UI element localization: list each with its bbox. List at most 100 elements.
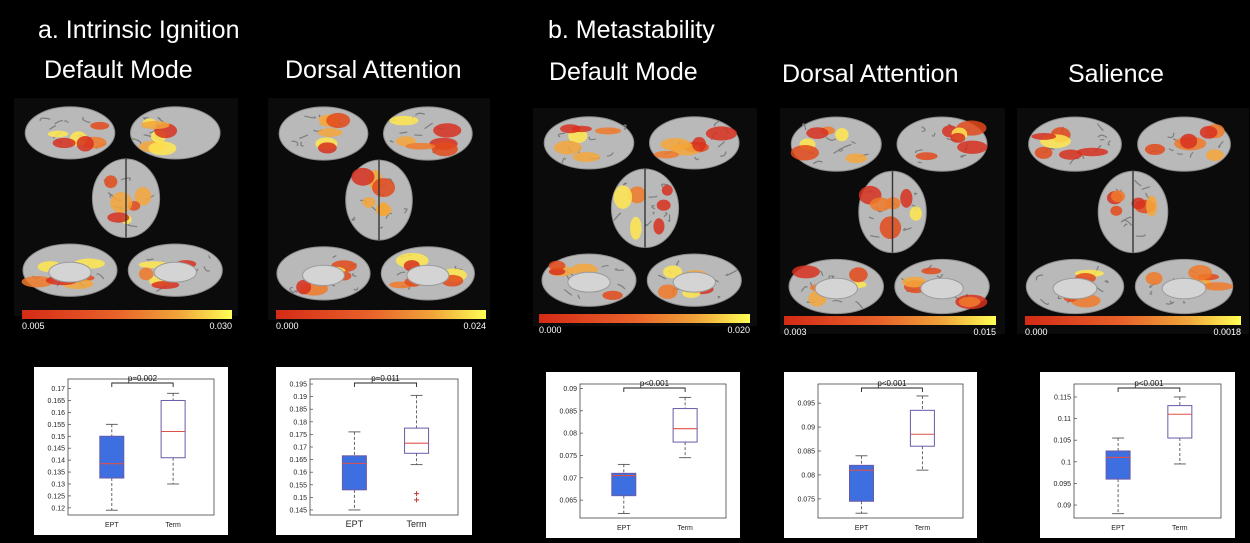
colorbar-max-label: 0.024 [456,321,486,331]
box-ept [612,473,636,495]
section-a-heading: a. Intrinsic Ignition [38,16,240,45]
box-term [673,409,697,443]
panel-title-5: Salience [1068,60,1164,89]
y-tick-label: 0.13 [51,481,65,488]
brain-view [791,117,881,171]
brain-view [130,107,220,159]
colorbar-max-label: 0.020 [720,325,750,335]
brain-view [25,107,115,159]
brain-view [859,171,927,252]
boxplot-panel: 0.12 0.125 0.13 0.135 0.14 0.145 0.15 0.155 0.16… [34,367,228,535]
brain-view [611,169,678,247]
x-category-label: Term [165,522,181,529]
x-category-label: Term [915,525,931,532]
y-tick-label: 0.11 [1058,416,1071,423]
y-tick-label: 0.16 [51,410,65,417]
brain-view [897,117,987,171]
y-tick-label: 0.065 [559,498,577,505]
y-tick-label: 0.135 [47,470,65,477]
x-category-label: EPT [346,519,364,529]
y-tick-label: 0.165 [289,457,307,464]
p-value-label: p=0.002 [128,374,158,383]
p-value-label: p<0.001 [640,379,670,388]
y-tick-label: 0.07 [563,475,577,482]
y-tick-label: 0.15 [293,495,307,502]
p-value-label: p<0.001 [877,379,907,388]
brain-view [346,160,413,240]
colorbar-max-label: 0.015 [966,327,996,337]
panel-title-3: Default Mode [549,58,698,87]
boxplot-panel: 0.145 0.15 0.155 0.16 0.165 0.17 0.175 0.18 0.18… [276,367,472,535]
significance-bracket [1118,388,1180,392]
colorbar-min-label: 0.003 [784,327,807,337]
y-tick-label: 0.16 [293,470,307,477]
box-term [1168,406,1192,438]
outlier-marker [414,491,419,496]
brain-view [789,259,884,313]
colorbar-min-label: 0.005 [22,321,45,331]
y-tick-label: 0.14 [51,458,65,465]
brain-view [1026,259,1123,313]
colorbar [784,316,996,325]
brain-view [92,159,159,237]
significance-bracket [624,388,685,392]
plot-frame [68,379,214,515]
y-tick-label: 0.19 [293,394,307,401]
p-value-label: p<0.001 [1134,379,1164,388]
plot-frame [310,379,458,515]
box-term [405,428,429,453]
brain-view [895,259,990,313]
brain-view [22,244,117,296]
y-tick-label: 0.09 [563,386,577,393]
brain-view [544,117,634,169]
y-tick-label: 0.075 [797,496,815,503]
y-tick-label: 0.145 [47,446,65,453]
y-tick-label: 0.115 [1054,394,1071,401]
brain-view [1138,117,1231,171]
y-tick-label: 0.085 [559,408,577,415]
colorbar-max-label: 0.030 [202,321,232,331]
boxplot-panel: 0.065 0.07 0.075 0.08 0.085 0.09 EPT Term p<0.00… [546,372,740,538]
brain-view [279,107,368,160]
x-category-label: EPT [617,525,631,532]
y-tick-label: 0.15 [51,434,65,441]
brain-view [383,107,472,160]
y-tick-label: 0.12 [51,505,65,512]
y-tick-label: 0.185 [289,407,307,414]
plot-frame [818,384,963,518]
colorbar-min-label: 0.000 [276,321,299,331]
y-tick-label: 0.09 [801,425,815,432]
brain-view [649,117,739,169]
brain-view [381,247,474,300]
colorbar-max-label: 0.0018 [1211,327,1241,337]
y-tick-label: 0.075 [559,453,577,460]
panel-title-1: Default Mode [44,56,193,85]
significance-bracket [354,383,416,387]
y-tick-label: 0.175 [289,432,307,439]
y-tick-label: 0.17 [51,386,65,393]
section-b-heading: b. Metastability [548,16,715,45]
brain-view [1098,171,1168,252]
brain-view [1029,117,1122,171]
x-category-label: EPT [855,525,869,532]
panel-title-2: Dorsal Attention [285,56,462,85]
x-category-label: Term [677,525,693,532]
significance-bracket [112,383,173,387]
y-tick-label: 0.09 [1057,503,1071,510]
brain-surface-render [268,98,490,320]
colorbar-min-label: 0.000 [539,325,562,335]
brain-view [277,247,370,300]
box-ept [1106,451,1130,479]
brain-surface-render [533,108,757,326]
x-category-label: EPT [1111,525,1125,532]
y-tick-label: 0.095 [1053,481,1071,488]
box-ept [342,456,366,490]
plot-frame [580,384,726,518]
box-ept [850,465,874,501]
brain-view [647,254,741,306]
y-tick-label: 0.105 [1053,438,1071,445]
y-tick-label: 0.18 [293,419,307,426]
brain-surface-render [1017,108,1249,334]
significance-bracket [862,388,923,392]
y-tick-label: 0.155 [47,422,65,429]
